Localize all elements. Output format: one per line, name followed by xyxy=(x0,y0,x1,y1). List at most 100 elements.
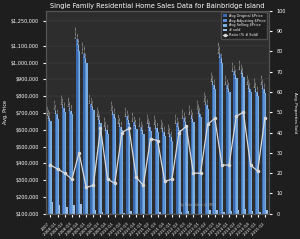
Text: By Brian Tobias @ KMS: By Brian Tobias @ KMS xyxy=(180,203,214,207)
Bar xyxy=(63,108,65,231)
Text: $867,138: $867,138 xyxy=(262,74,264,84)
Bar xyxy=(199,114,200,231)
Bar xyxy=(183,118,185,231)
Text: $866,000: $866,000 xyxy=(213,74,215,84)
Ratio (% # Sold) xyxy=(63,172,67,175)
Text: $616,000: $616,000 xyxy=(177,116,179,126)
Ratio (% # Sold) xyxy=(56,168,59,171)
Text: $746,000: $746,000 xyxy=(206,94,208,104)
Text: $843,000: $843,000 xyxy=(263,78,265,88)
Text: $708,550: $708,550 xyxy=(64,100,67,111)
Ratio (% # Sold) xyxy=(99,127,102,130)
Bar xyxy=(185,122,186,231)
Text: $596,000: $596,000 xyxy=(179,119,181,130)
Bar xyxy=(52,202,53,231)
Text: $736,277: $736,277 xyxy=(92,96,94,106)
Text: $846,000: $846,000 xyxy=(214,77,217,88)
Bar xyxy=(220,58,222,231)
Bar xyxy=(166,216,168,231)
Text: $646,000: $646,000 xyxy=(184,111,187,121)
Text: $576,000: $576,000 xyxy=(143,123,145,133)
Bar xyxy=(245,209,246,231)
Ratio (% # Sold) xyxy=(156,139,159,142)
Text: $868,000: $868,000 xyxy=(226,74,228,84)
Bar xyxy=(151,131,152,231)
Y-axis label: Avg. Properties Sold: Avg. Properties Sold xyxy=(293,92,297,133)
Text: $1,028,000: $1,028,000 xyxy=(220,45,222,57)
Bar xyxy=(134,122,135,231)
Bar xyxy=(229,92,230,231)
Bar xyxy=(62,104,63,231)
Text: $578,000: $578,000 xyxy=(169,122,171,133)
Bar xyxy=(169,134,170,231)
Bar xyxy=(236,78,238,231)
Bar xyxy=(129,124,130,231)
Bar xyxy=(72,114,73,231)
Text: $728,550: $728,550 xyxy=(63,97,65,107)
Bar xyxy=(243,77,245,231)
Text: $614,000: $614,000 xyxy=(149,116,151,127)
Bar xyxy=(69,107,70,231)
Text: $596,000: $596,000 xyxy=(142,119,144,130)
Bar xyxy=(262,85,263,231)
Bar xyxy=(50,121,52,231)
Text: $936,000: $936,000 xyxy=(242,62,244,73)
Ratio (% # Sold) xyxy=(142,184,145,187)
Bar xyxy=(122,130,123,231)
Bar xyxy=(123,213,125,231)
Bar xyxy=(83,54,85,231)
Bar xyxy=(116,215,118,231)
Text: $714,000: $714,000 xyxy=(112,99,114,110)
Text: $618,000: $618,000 xyxy=(140,116,142,126)
Bar xyxy=(115,118,116,231)
Ratio (% # Sold) xyxy=(106,178,110,181)
Bar xyxy=(230,211,232,231)
Text: $664,567: $664,567 xyxy=(49,108,51,118)
Bar xyxy=(91,103,92,231)
Text: $906,000: $906,000 xyxy=(236,67,238,78)
Ratio (% # Sold) xyxy=(170,178,174,181)
Bar xyxy=(138,216,139,231)
Bar xyxy=(79,51,80,231)
Text: $848,000: $848,000 xyxy=(254,77,256,87)
Bar xyxy=(155,125,156,231)
Ratio (% # Sold) xyxy=(234,115,238,118)
Ratio (% # Sold) xyxy=(92,184,95,187)
Text: $618,000: $618,000 xyxy=(104,116,106,126)
Text: $566,000: $566,000 xyxy=(164,124,166,135)
Text: $716,277: $716,277 xyxy=(93,99,95,109)
Bar xyxy=(76,39,78,231)
Bar xyxy=(55,110,56,231)
Text: $608,000: $608,000 xyxy=(162,117,164,128)
Text: $680,000: $680,000 xyxy=(126,105,128,115)
Bar xyxy=(249,88,250,231)
Text: $718,000: $718,000 xyxy=(197,99,200,109)
Bar xyxy=(205,102,206,231)
Text: $680,000: $680,000 xyxy=(97,105,99,115)
Text: $666,000: $666,000 xyxy=(192,108,194,118)
Bar xyxy=(224,212,225,231)
Bar xyxy=(142,130,143,231)
Ratio (% # Sold) xyxy=(177,131,181,134)
Text: $594,000: $594,000 xyxy=(150,120,152,130)
Bar xyxy=(256,92,258,231)
Bar xyxy=(170,137,172,231)
Bar xyxy=(252,211,254,231)
Text: $596,451: $596,451 xyxy=(122,119,124,130)
Legend: Avg Original $Price, Avg Adjusting $Price, Avg Selling $Price, # sold, Ratio (% : Avg Original $Price, Avg Adjusting $Pric… xyxy=(221,12,267,38)
Text: $820,000: $820,000 xyxy=(265,82,267,92)
Ratio (% # Sold) xyxy=(220,164,224,167)
Bar xyxy=(192,119,194,231)
Ratio (% # Sold) xyxy=(149,137,152,140)
Bar xyxy=(255,88,256,231)
Text: $596,000: $596,000 xyxy=(106,119,108,130)
Bar xyxy=(112,111,113,231)
Ratio (% # Sold) xyxy=(134,176,138,179)
Ratio (% # Sold) xyxy=(192,172,195,175)
Bar xyxy=(176,124,178,231)
Bar xyxy=(198,110,199,231)
Bar xyxy=(78,45,79,231)
Bar xyxy=(109,216,110,231)
Bar xyxy=(99,120,100,231)
Bar xyxy=(92,107,93,231)
